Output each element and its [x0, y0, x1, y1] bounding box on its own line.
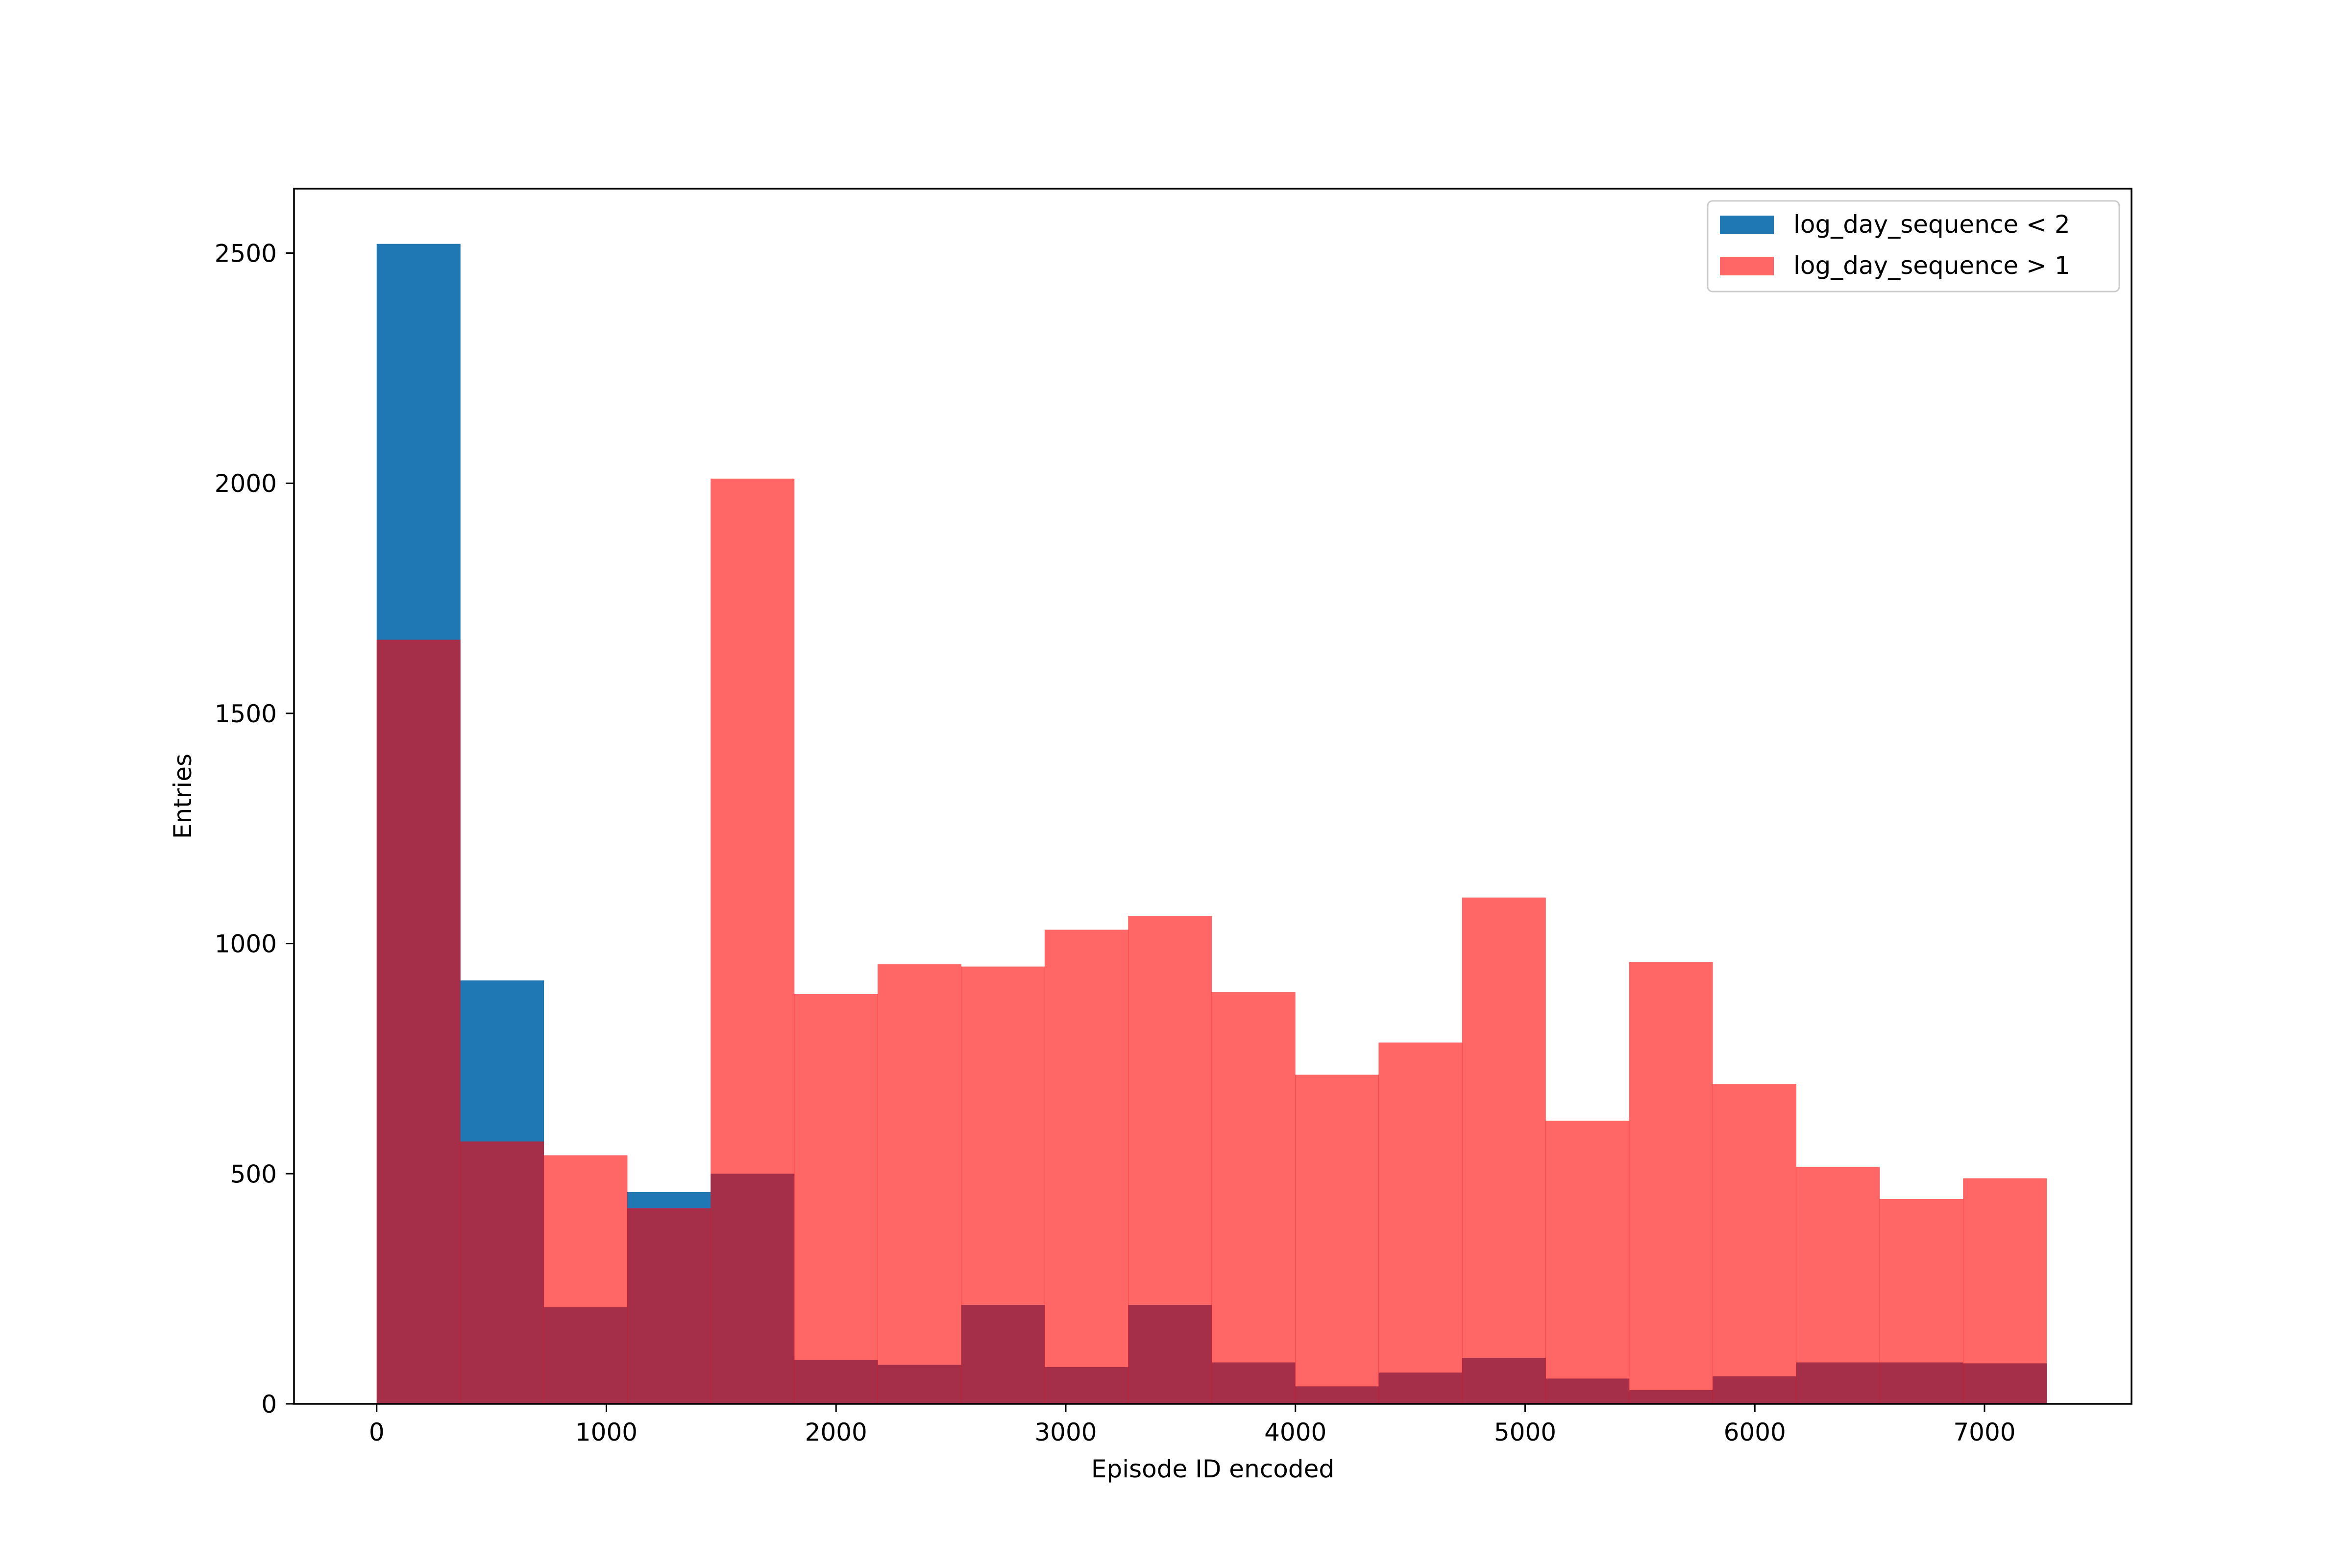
legend-label-0: log_day_sequence < 2 — [1793, 210, 2070, 239]
series-1-bar-1 — [460, 1141, 544, 1404]
x-tick-label-7: 7000 — [1953, 1418, 2015, 1446]
x-tick-label-1: 1000 — [575, 1418, 637, 1446]
x-tick-label-2: 2000 — [805, 1418, 867, 1446]
y-axis-label: Entries — [169, 754, 197, 839]
bars-layer — [376, 244, 2047, 1404]
series-1-bar-5 — [794, 994, 878, 1404]
series-1-bar-9 — [1128, 916, 1212, 1404]
legend-box — [1707, 200, 2120, 293]
series-1-bar-2 — [543, 1155, 628, 1404]
series-1-bar-6 — [878, 964, 962, 1404]
series-1-bar-14 — [1545, 1121, 1630, 1404]
series-1-bar-7 — [961, 966, 1045, 1404]
series-1-bar-18 — [1879, 1199, 1963, 1404]
series-1-bar-10 — [1211, 992, 1296, 1404]
series-1-bar-8 — [1044, 930, 1128, 1404]
x-tick-label-5: 5000 — [1494, 1418, 1556, 1446]
legend-swatch-1 — [1720, 257, 1774, 275]
series-1-bar-0 — [376, 639, 461, 1404]
series-1-bar-12 — [1378, 1042, 1463, 1404]
series-1-bar-13 — [1462, 897, 1546, 1404]
y-tick-label-1: 500 — [230, 1160, 277, 1188]
series-1-bar-17 — [1796, 1167, 1880, 1404]
y-axis: 0 500 1000 1500 2000 2500 — [215, 240, 294, 1419]
y-tick-label-3: 1500 — [215, 700, 277, 728]
x-tick-label-0: 0 — [369, 1418, 385, 1446]
legend-swatch-0 — [1720, 216, 1774, 234]
y-tick-label-0: 0 — [261, 1390, 277, 1419]
series-1-bar-4 — [710, 478, 795, 1404]
y-tick-label-5: 2500 — [215, 240, 277, 268]
series-1-bar-3 — [627, 1208, 711, 1404]
x-axis: 0 1000 2000 3000 4000 5000 6000 7000 — [369, 1404, 2016, 1446]
series-1-bar-16 — [1713, 1084, 1796, 1404]
x-axis-label: Episode ID encoded — [1091, 1455, 1334, 1483]
series-1-bar-19 — [1963, 1178, 2047, 1404]
plot-frame — [293, 188, 2132, 1405]
y-tick-label-4: 2000 — [215, 469, 277, 498]
x-tick-label-4: 4000 — [1264, 1418, 1326, 1446]
x-tick-label-6: 6000 — [1724, 1418, 1786, 1446]
legend: log_day_sequence < 2 log_day_sequence > 1 — [1707, 200, 2120, 293]
legend-label-1: log_day_sequence > 1 — [1793, 251, 2070, 280]
series-1-bar-11 — [1295, 1075, 1379, 1404]
y-tick-label-2: 1000 — [215, 930, 277, 958]
series-1-bar-15 — [1629, 962, 1713, 1404]
x-tick-label-3: 3000 — [1034, 1418, 1097, 1446]
